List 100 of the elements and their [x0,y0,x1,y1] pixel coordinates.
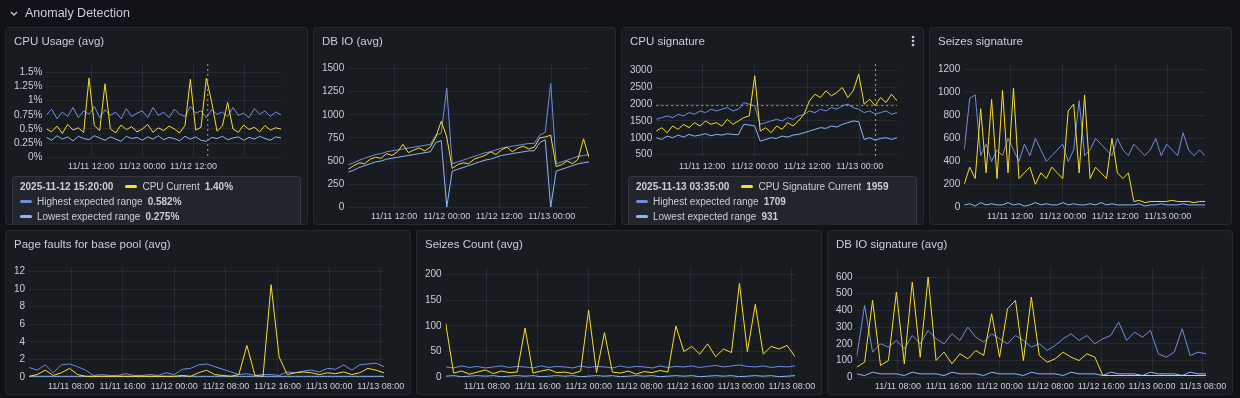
legend-title: 2025-11-13 03:35:00 [636,180,730,193]
x-tick-label: 11/12 00:00 [1039,211,1087,222]
x-tick-label: 11/11 12:00 [371,211,418,222]
y-tick-label: 750 [327,131,345,143]
x-tick-label: 11/13 00:00 [528,211,576,222]
y-tick-label: 0 [954,200,961,212]
text: 931 [761,210,779,223]
y-tick-label: 400 [943,155,961,167]
legend-label: Lowest expected range [653,210,757,223]
x-tick-label: 11/12 00:00 [118,161,166,172]
y-tick-label: 8 [19,300,26,312]
y-tick-label: 1.5% [19,66,43,78]
y-tick-label: 800 [943,109,961,121]
y-tick-label: 2500 [630,81,653,93]
x-tick-label: 11/13 00:00 [305,381,353,392]
text: Anomaly Detection [25,6,130,20]
x-tick-label: 11/13 00:00 [1144,211,1192,222]
x-tick-label: 11/12 16:00 [666,381,714,392]
legend-title: 2025-11-12 15:20:00 [20,180,114,193]
chart-title: Seizes Count (avg) [425,238,523,250]
y-tick-label: 1250 [322,85,345,97]
x-tick-label: 11/13 08:00 [1179,381,1227,392]
x-tick-label: 11/12 00:00 [976,381,1024,392]
chart-title: DB IO (avg) [322,35,383,47]
text: 1959 [866,180,889,193]
y-tick-label: 1% [27,94,43,106]
y-tick-label: 500 [836,287,854,299]
y-tick-label: 4 [19,335,26,347]
x-tick-label: 11/12 12:00 [475,211,523,222]
y-tick-label: 12 [14,265,26,277]
x-tick-label: 11/11 12:00 [679,161,726,172]
y-tick-label: 0 [847,370,854,382]
y-tick-label: 2000 [630,97,653,109]
x-tick-label: 11/12 00:00 [150,381,198,392]
y-tick-label: 600 [836,270,854,282]
x-tick-label: 11/12 16:00 [254,381,301,392]
x-tick-label: 11/13 00:00 [836,161,884,172]
y-tick-label: 10 [14,282,26,294]
x-tick-label: 11/11 08:00 [47,381,95,392]
y-tick-label: 500 [327,154,345,166]
y-tick-label: 2 [19,353,26,365]
y-tick-label: 600 [943,132,961,144]
x-tick-label: 11/12 00:00 [565,381,613,392]
x-tick-label: 11/11 16:00 [99,381,146,392]
y-tick-label: 1000 [938,86,961,98]
x-tick-label: 11/11 12:00 [68,161,115,172]
x-tick-label: 11/12 00:00 [731,161,779,172]
y-tick-label: 1500 [630,114,653,126]
x-tick-label: 11/12 08:00 [202,381,250,392]
y-tick-label: 200 [943,178,961,190]
y-tick-label: 200 [425,268,443,280]
legend-label: Highest expected range [653,195,759,208]
x-tick-label: 11/11 08:00 [463,381,511,392]
x-tick-label: 11/12 08:00 [1026,381,1074,392]
chart-title: Seizes signature [938,35,1024,47]
y-tick-label: 400 [836,304,854,316]
x-tick-label: 11/13 00:00 [1128,381,1176,392]
x-tick-label: 11/12 12:00 [170,161,217,172]
y-tick-label: 3000 [630,64,653,76]
y-tick-label: 6 [19,318,26,330]
x-tick-label: 11/11 16:00 [514,381,561,392]
x-tick-label: 11/11 16:00 [925,381,972,392]
y-tick-label: 1200 [938,63,961,75]
y-tick-label: 50 [430,345,443,357]
x-tick-label: 11/12 12:00 [783,161,831,172]
x-tick-label: 11/12 12:00 [1091,211,1139,222]
text: 1709 [763,195,786,208]
x-tick-label: 11/12 16:00 [1077,381,1125,392]
y-tick-label: 300 [836,320,854,332]
y-tick-label: 1000 [322,108,345,120]
x-tick-label: 11/13 00:00 [717,381,765,392]
y-tick-label: 0 [338,200,345,212]
y-tick-label: 0.5% [19,122,43,134]
y-tick-label: 250 [327,177,345,189]
y-tick-label: 0% [27,150,43,162]
text: 0.582% [147,195,182,208]
legend-label: CPU Signature Current [758,180,862,193]
y-tick-label: 0.25% [14,136,43,148]
y-tick-label: 1500 [322,62,345,74]
chart-title: CPU signature [630,35,705,47]
legend-label: CPU Current [142,180,200,193]
x-tick-label: 11/12 08:00 [615,381,663,392]
y-tick-label: 0 [436,370,443,382]
x-tick-label: 11/12 00:00 [423,211,471,222]
y-tick-label: 1000 [630,131,653,143]
x-tick-label: 11/13 08:00 [768,381,816,392]
text: 1.40% [204,180,234,193]
y-tick-label: 200 [836,337,854,349]
legend-label: Highest expected range [37,195,143,208]
y-tick-label: 500 [635,148,653,160]
text: 0.275% [145,210,180,223]
y-tick-label: 100 [836,354,854,366]
chart-title: DB IO signature (avg) [836,238,948,250]
x-tick-label: 11/13 08:00 [357,381,405,392]
y-tick-label: 150 [425,294,443,306]
chart-title: Page faults for base pool (avg) [14,238,171,250]
chart-title: CPU Usage (avg) [14,35,105,47]
y-tick-label: 0 [19,370,26,382]
x-tick-label: 11/11 12:00 [987,211,1034,222]
y-tick-label: 1.25% [14,80,43,92]
